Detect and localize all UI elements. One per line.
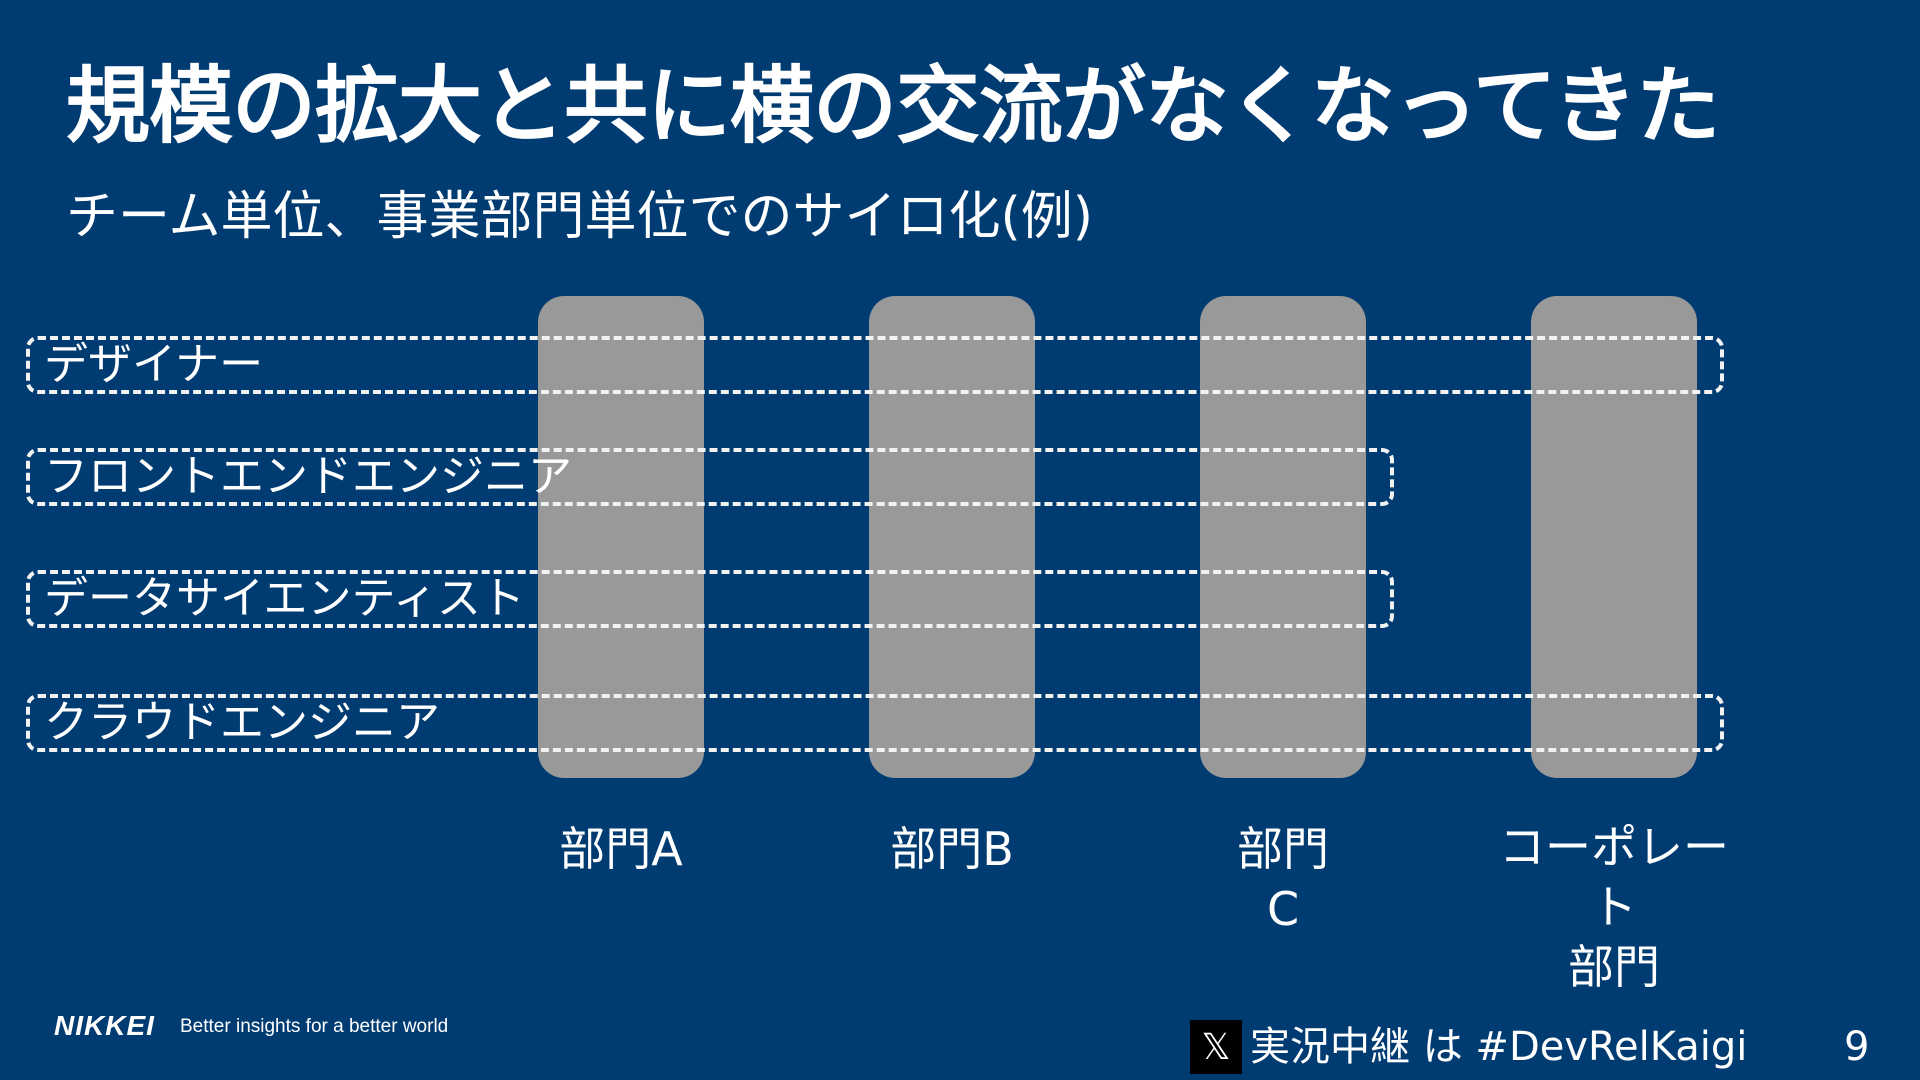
role-label-designer: デザイナー	[44, 339, 264, 390]
department-label-c: 部門 C	[1237, 822, 1329, 936]
department-label-b: 部門B	[890, 822, 1014, 876]
role-row-cloud	[26, 694, 1724, 752]
role-label-cloud: クラウドエンジニア	[44, 697, 440, 748]
x-logo-icon: 𝕏	[1190, 1020, 1242, 1074]
page-number: 9	[1844, 1024, 1870, 1070]
slide-title: 規模の拡大と共に横の交流がなくなってきた	[66, 57, 1720, 155]
role-row-frontend	[26, 448, 1394, 506]
slide-subtitle: チーム単位、事業部門単位でのサイロ化(例)	[66, 187, 1094, 247]
role-row-designer	[26, 336, 1724, 394]
role-label-data-scientist: データサイエンティスト	[44, 573, 525, 624]
nikkei-logo: NIKKEI	[54, 1010, 155, 1041]
department-label-corporate: コーポレート 部門	[1499, 820, 1729, 994]
hashtag-text: 実況中継 は #DevRelKaigi	[1250, 1024, 1748, 1070]
department-label-a: 部門A	[559, 822, 683, 876]
footer-tagline: Better insights for a better world	[180, 1016, 449, 1037]
role-label-frontend: フロントエンドエンジニア	[44, 451, 572, 502]
role-row-data-scientist	[26, 570, 1394, 628]
